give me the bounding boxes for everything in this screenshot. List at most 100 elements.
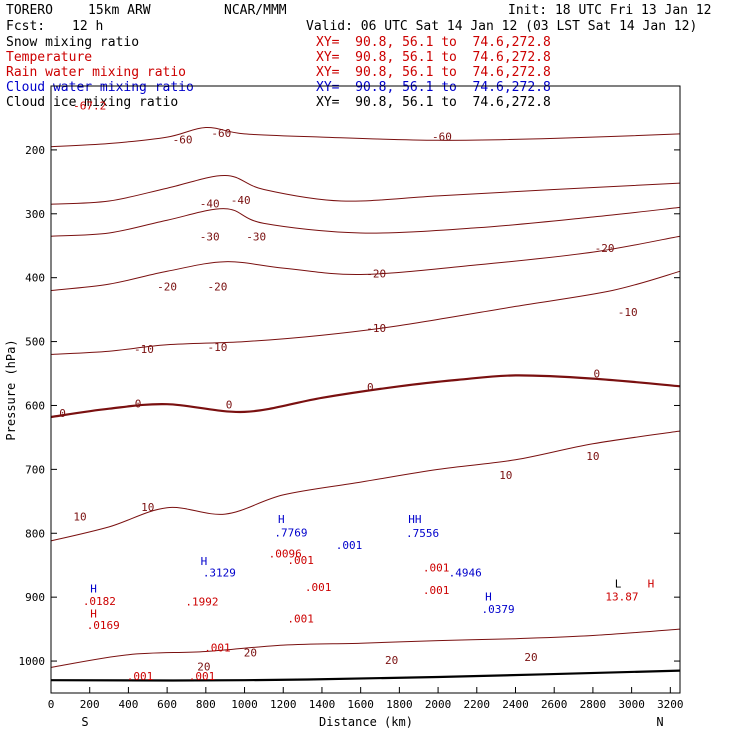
cloud-label: H: [90, 608, 97, 621]
isotherm-label: 20: [244, 647, 257, 660]
isotherm-label: -60: [211, 127, 231, 140]
cloud-label: L: [615, 578, 622, 591]
plot-frame: [50, 85, 681, 694]
x-tick-label: 2200: [464, 698, 491, 711]
header-resolution: 15km ARW: [88, 3, 151, 18]
x-tick-label: 1400: [309, 698, 336, 711]
header-fcst-value: 12 h: [72, 19, 104, 34]
y-tick-label: 700: [25, 463, 45, 476]
isotherm-m30: [50, 206, 681, 237]
field-cloudice-name: Cloud ice mixing ratio: [6, 95, 179, 110]
cloud-label: H: [201, 555, 208, 568]
header-fcst-label: Fcst:: [6, 19, 46, 34]
x-tick-label: 2400: [502, 698, 529, 711]
y-tick-label: 800: [25, 527, 45, 540]
isotherm-label: -20: [366, 268, 386, 281]
rain-label: .1992: [185, 595, 218, 608]
field-snow-xy: XY= 90.8, 56.1 to 74.6,272.8: [316, 35, 551, 50]
isotherm-label: -10: [134, 343, 154, 356]
isotherm-m60: [50, 126, 681, 148]
x-tick-label: 3200: [657, 698, 684, 711]
isotherm-10: [50, 430, 681, 542]
field-temperature-name: Temperature: [6, 50, 93, 65]
x-tick-label: 3000: [618, 698, 645, 711]
x-axis-ticks: 0 200 400 600 800 1000 1200 1400 1600 1800 2000 220…: [48, 687, 684, 711]
cloud-label: .0379: [482, 603, 515, 616]
x-tick-label: 400: [118, 698, 138, 711]
rain-label: .001: [127, 670, 154, 683]
rain-label: .0182: [83, 595, 116, 608]
rain-label: .0169: [87, 619, 120, 632]
cloud-label: HH: [408, 513, 421, 526]
cloud-label: H: [90, 583, 97, 596]
x-axis-label: Distance (km): [319, 715, 413, 729]
rain-label: .001: [423, 584, 450, 597]
field-temperature-xy: XY= 90.8, 56.1 to 74.6,272.8: [316, 50, 551, 65]
y-axis-label: Pressure (hPa): [4, 339, 18, 440]
rain-label: .001: [305, 581, 332, 594]
contour-labels: -67.2 -60 -60 -60 -40 -40 -30 -30 -20 -20 -20 -20 -1…: [59, 100, 654, 684]
cloud-label: H: [485, 590, 492, 603]
north-label: N: [656, 715, 663, 729]
isotherm-label: 10: [141, 501, 154, 514]
terrain-line: [50, 669, 681, 682]
isotherm-label: 20: [197, 661, 210, 674]
rain-label: .001: [423, 562, 450, 575]
terrain-surface: [50, 669, 681, 682]
x-tick-label: 800: [196, 698, 216, 711]
isotherm-label: 0: [135, 397, 142, 410]
isotherm-label: 20: [524, 651, 537, 664]
y-tick-label: 300: [25, 208, 45, 221]
isotherm-label: 0: [367, 381, 374, 394]
isotherm-label: -60: [173, 134, 193, 147]
isotherm-label: -10: [618, 306, 638, 319]
field-cloudwater-name: Cloud water mixing ratio: [6, 80, 194, 95]
isotherm-label: -20: [595, 242, 615, 255]
isotherm-label: 10: [73, 510, 86, 523]
x-tick-label: 2000: [425, 698, 452, 711]
isotherm-label: -30: [246, 231, 266, 244]
isotherm-label: -10: [366, 322, 386, 335]
y-tick-label: 500: [25, 336, 45, 349]
isotherm-label: -40: [231, 194, 251, 207]
y-tick-label: 900: [25, 591, 45, 604]
isotherm-label: -30: [200, 231, 220, 244]
isotherm-m20: [50, 235, 681, 291]
y-tick-label: 200: [25, 144, 45, 157]
x-tick-label: 1800: [386, 698, 413, 711]
isotherm-label: 10: [499, 469, 512, 482]
x-tick-label: 1600: [347, 698, 374, 711]
rain-label: .0096: [269, 548, 302, 561]
isotherm-label: 0: [226, 399, 233, 412]
rain-label: .001: [204, 641, 231, 654]
cloud-label: .7769: [274, 526, 307, 539]
isotherm-0: [50, 374, 681, 419]
cloud-label: .4946: [449, 567, 482, 580]
rain-label: .001: [189, 670, 216, 683]
cloud-label: H: [648, 578, 655, 591]
cloud-label: .001: [336, 539, 363, 552]
header-valid: Valid: 06 UTC Sat 14 Jan 12 (03 LST Sat …: [306, 19, 698, 34]
x-tick-label: 1000: [231, 698, 258, 711]
isotherm-m40: [50, 174, 681, 205]
isotherm-label: -67.2: [73, 100, 106, 113]
y-tick-label: 1000: [19, 655, 46, 668]
south-label: S: [81, 715, 88, 729]
y-tick-label: 400: [25, 272, 45, 285]
y-tick-label: 600: [25, 399, 45, 412]
isotherm-label: -40: [200, 197, 220, 210]
x-tick-label: 200: [80, 698, 100, 711]
header-center: NCAR/MMM: [224, 3, 287, 18]
x-tick-label: 600: [157, 698, 177, 711]
rain-label: 13.87: [605, 590, 638, 603]
isotherm-20: [50, 628, 681, 668]
isotherm-label: -20: [208, 280, 228, 293]
x-tick-label: 2600: [541, 698, 568, 711]
rain-label: .001: [287, 613, 314, 626]
isotherm-label: -60: [432, 130, 452, 143]
isotherm-label: -10: [208, 341, 228, 354]
cloud-label: .7556: [406, 527, 439, 540]
isotherm-label: 20: [385, 654, 398, 667]
x-tick-label: 1200: [270, 698, 297, 711]
